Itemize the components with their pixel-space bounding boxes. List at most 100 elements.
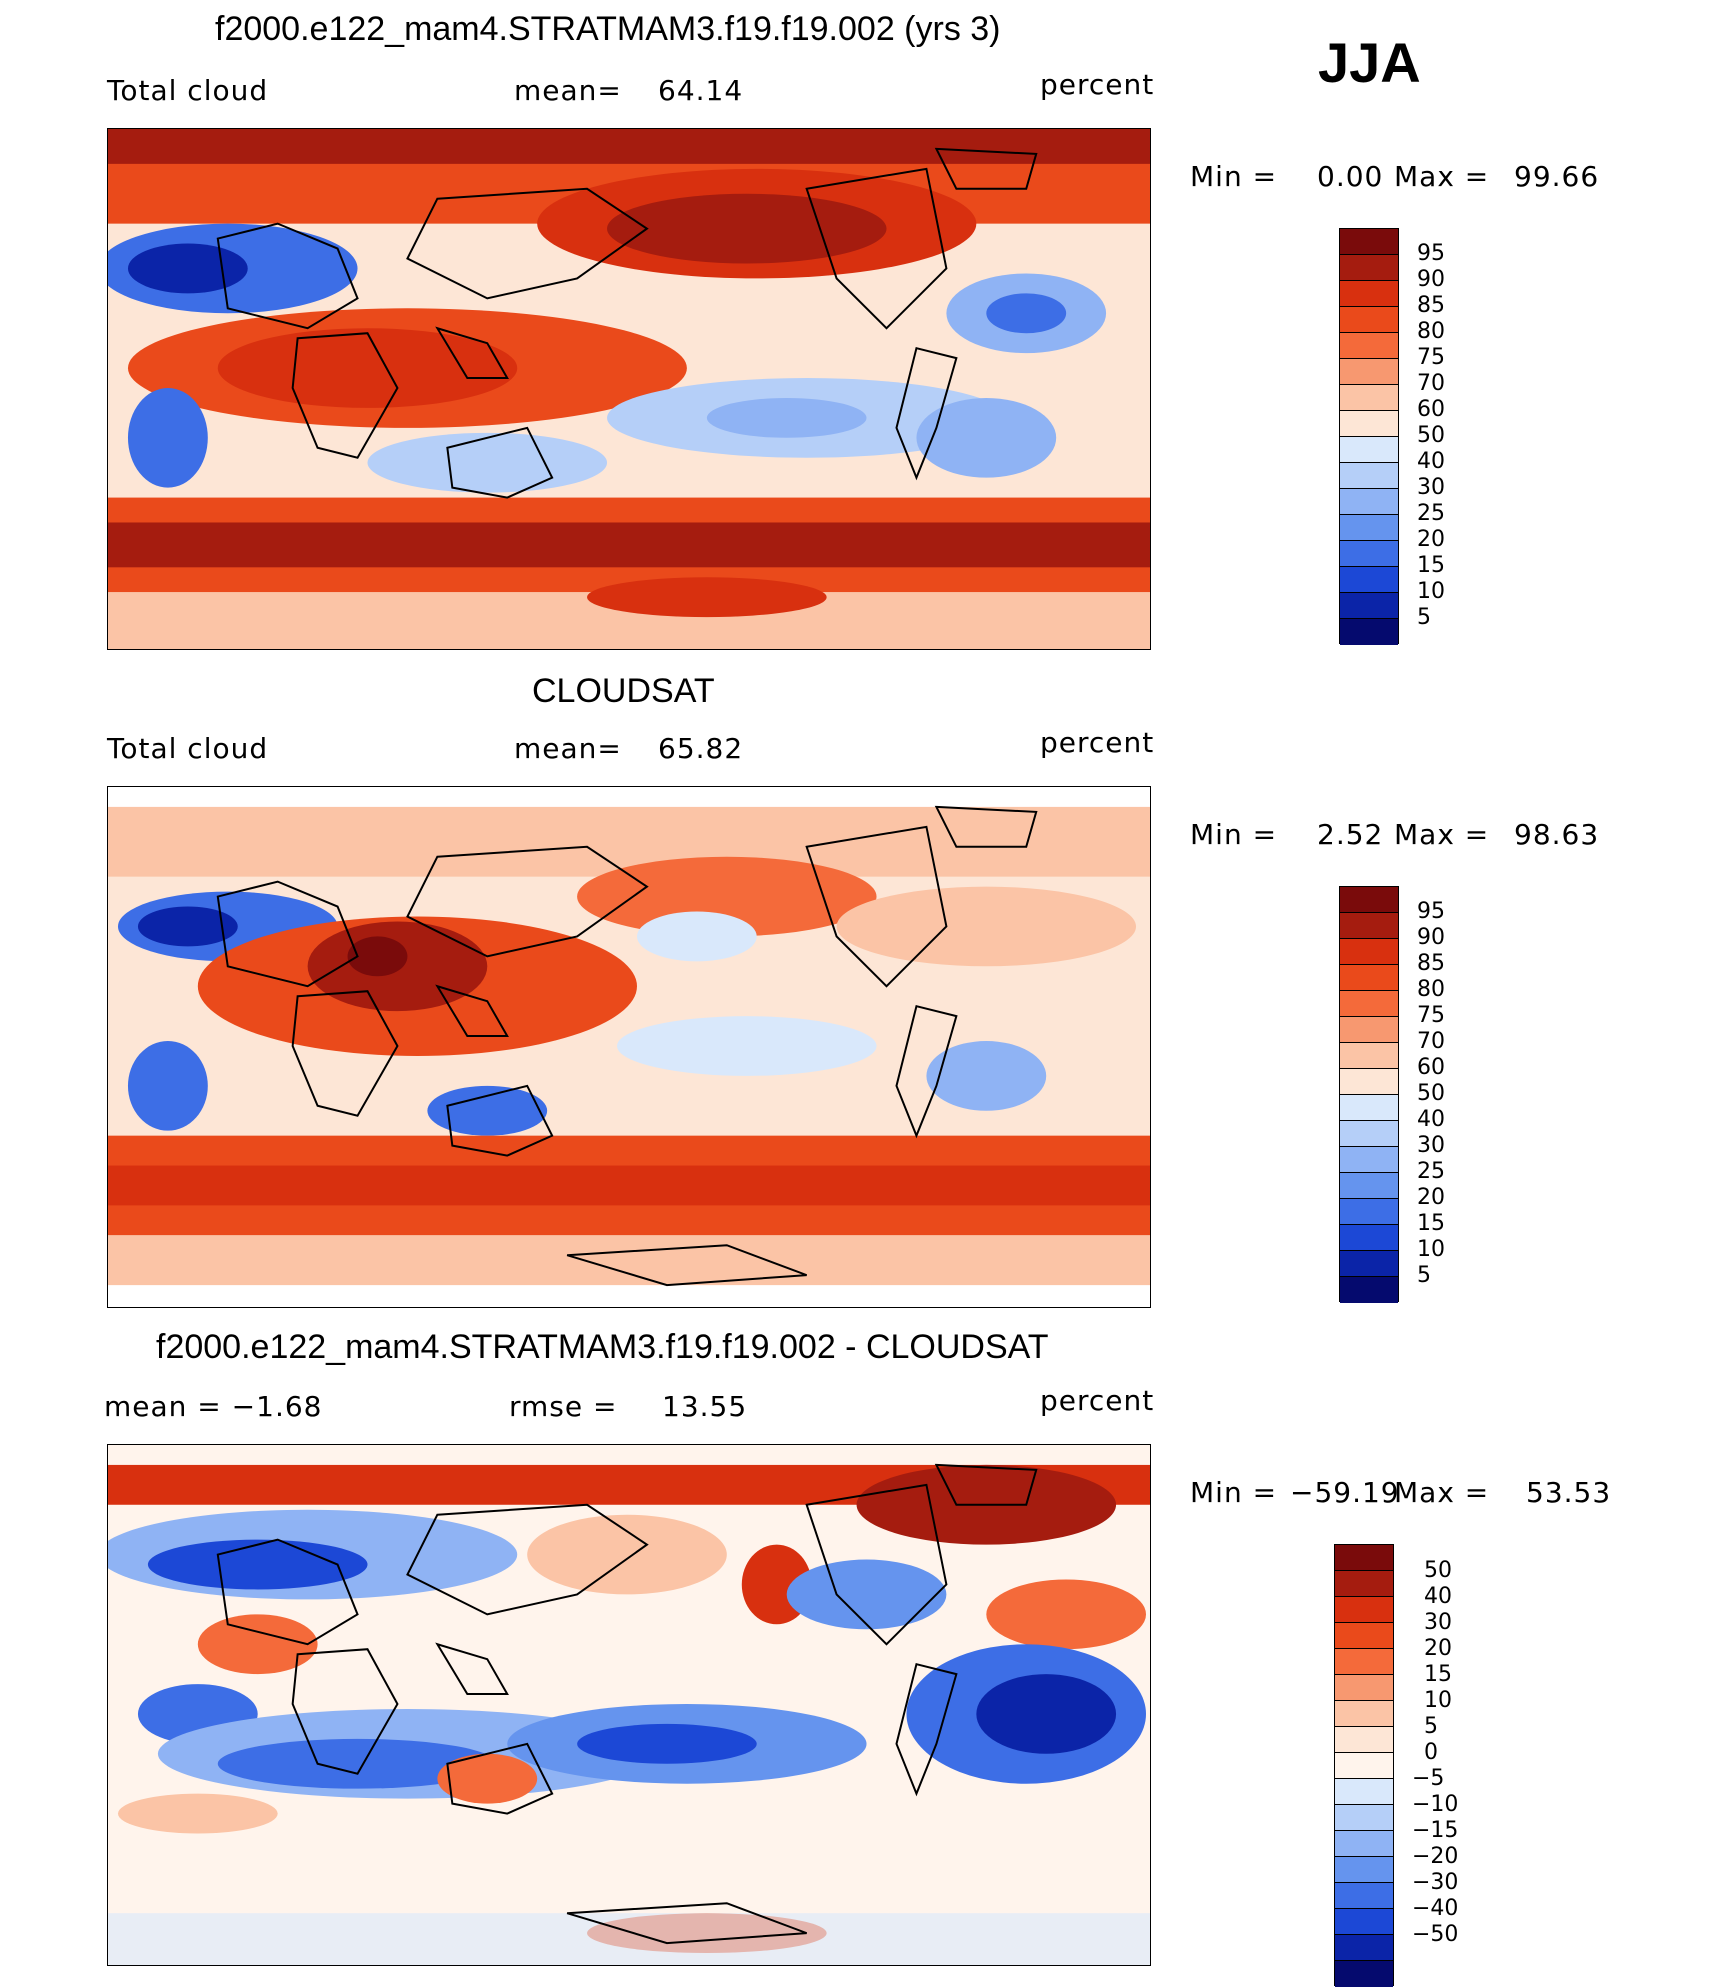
colorbar-label: 40 (1417, 1107, 1445, 1132)
colorbar-swatch (1335, 1883, 1393, 1909)
colorbar-label: 50 (1417, 1081, 1445, 1106)
colorbar-swatch (1340, 913, 1398, 939)
colorbar-label: 30 (1424, 1610, 1452, 1635)
colorbar-swatch (1335, 1649, 1393, 1675)
colorbar-swatch (1340, 489, 1398, 515)
panel-2-colorbar (1339, 886, 1399, 1303)
colorbar-swatch (1340, 1043, 1398, 1069)
colorbar-label: −15 (1412, 1818, 1459, 1843)
colorbar-label: 50 (1424, 1558, 1452, 1583)
colorbar-label: 20 (1424, 1636, 1452, 1661)
colorbar-label: 20 (1417, 527, 1445, 552)
colorbar-swatch (1335, 1779, 1393, 1805)
colorbar-swatch (1340, 619, 1398, 645)
panel-3-map (107, 1444, 1151, 1966)
colorbar-swatch (1340, 939, 1398, 965)
season-label: JJA (1318, 31, 1421, 94)
colorbar-label: 70 (1417, 1029, 1445, 1054)
panel-2-title: CLOUDSAT (532, 672, 715, 710)
panel-1-min-value: 0.00 (1317, 160, 1384, 193)
colorbar-label: 60 (1417, 1055, 1445, 1080)
colorbar-swatch (1340, 991, 1398, 1017)
colorbar-label: 5 (1417, 605, 1431, 630)
colorbar-swatch (1340, 1251, 1398, 1277)
panel-2-units: percent (1040, 726, 1155, 759)
colorbar-label: 60 (1417, 397, 1445, 422)
colorbar-swatch (1340, 567, 1398, 593)
panel-2-mean-label: mean= (514, 732, 622, 765)
colorbar-swatch (1335, 1623, 1393, 1649)
panel-3-map-field (108, 1445, 1150, 1965)
colorbar-label: 15 (1424, 1662, 1452, 1687)
colorbar-swatch (1340, 333, 1398, 359)
colorbar-swatch (1340, 1069, 1398, 1095)
panel-1-variable-label: Total cloud (107, 74, 269, 107)
panel-3-rmse-value: 13.55 (662, 1390, 748, 1423)
panel-3-rmse-label: rmse = (509, 1390, 618, 1423)
colorbar-label: 30 (1417, 1133, 1445, 1158)
colorbar-swatch (1335, 1805, 1393, 1831)
colorbar-swatch (1335, 1831, 1393, 1857)
colorbar-label: 10 (1424, 1688, 1452, 1713)
colorbar-swatch (1335, 1571, 1393, 1597)
panel-1-mean-label: mean= (514, 74, 622, 107)
panel-2-min-value: 2.52 (1317, 818, 1384, 851)
colorbar-label: 5 (1417, 1263, 1431, 1288)
panel-3-title: f2000.e122_mam4.STRATMAM3.f19.f19.002 - … (156, 1328, 1049, 1366)
panel-3-colorbar (1334, 1544, 1394, 1987)
colorbar-label: 30 (1417, 475, 1445, 500)
colorbar-swatch (1340, 1121, 1398, 1147)
colorbar-label: 15 (1417, 1211, 1445, 1236)
panel-3-min-label: Min = (1190, 1476, 1278, 1509)
colorbar-swatch (1340, 1147, 1398, 1173)
panel-2-variable-label: Total cloud (107, 732, 269, 765)
colorbar-swatch (1340, 463, 1398, 489)
colorbar-label: −40 (1412, 1896, 1459, 1921)
colorbar-swatch (1340, 887, 1398, 913)
colorbar-swatch (1335, 1701, 1393, 1727)
colorbar-label: 95 (1417, 241, 1445, 266)
colorbar-label: −10 (1412, 1792, 1459, 1817)
colorbar-swatch (1335, 1909, 1393, 1935)
colorbar-label: 5 (1424, 1714, 1438, 1739)
panel-3-max-value: 53.53 (1526, 1476, 1612, 1509)
colorbar-swatch (1340, 255, 1398, 281)
panel-1-min-label: Min = (1190, 160, 1278, 193)
colorbar-swatch (1335, 1857, 1393, 1883)
colorbar-label: 95 (1417, 899, 1445, 924)
colorbar-label: 25 (1417, 501, 1445, 526)
colorbar-swatch (1340, 411, 1398, 437)
colorbar-swatch (1340, 1017, 1398, 1043)
colorbar-swatch (1340, 281, 1398, 307)
colorbar-swatch (1335, 1753, 1393, 1779)
panel-3-mean-label: mean = −1.68 (104, 1390, 323, 1423)
colorbar-label: 10 (1417, 1237, 1445, 1262)
panel-1-map (107, 128, 1151, 650)
colorbar-swatch (1340, 1095, 1398, 1121)
colorbar-label: 25 (1417, 1159, 1445, 1184)
colorbar-swatch (1340, 965, 1398, 991)
panel-1-title: f2000.e122_mam4.STRATMAM3.f19.f19.002 (y… (215, 10, 1001, 48)
panel-2-map (107, 786, 1151, 1308)
panel-3-min-value: −59.19 (1290, 1476, 1400, 1509)
colorbar-label: 40 (1417, 449, 1445, 474)
colorbar-label: 70 (1417, 371, 1445, 396)
colorbar-swatch (1340, 1225, 1398, 1251)
panel-3-max-label: Max = (1394, 1476, 1490, 1509)
colorbar-swatch (1340, 593, 1398, 619)
colorbar-label: 50 (1417, 423, 1445, 448)
colorbar-label: 85 (1417, 951, 1445, 976)
panel-1-colorbar (1339, 228, 1399, 645)
colorbar-swatch (1335, 1935, 1393, 1961)
colorbar-label: 75 (1417, 345, 1445, 370)
colorbar-label: 75 (1417, 1003, 1445, 1028)
colorbar-swatch (1340, 437, 1398, 463)
colorbar-label: 40 (1424, 1584, 1452, 1609)
colorbar-label: 80 (1417, 977, 1445, 1002)
panel-1-units: percent (1040, 68, 1155, 101)
colorbar-label: 0 (1424, 1740, 1438, 1765)
panel-1-max-label: Max = (1394, 160, 1490, 193)
colorbar-swatch (1340, 1173, 1398, 1199)
colorbar-swatch (1335, 1545, 1393, 1571)
colorbar-swatch (1340, 385, 1398, 411)
